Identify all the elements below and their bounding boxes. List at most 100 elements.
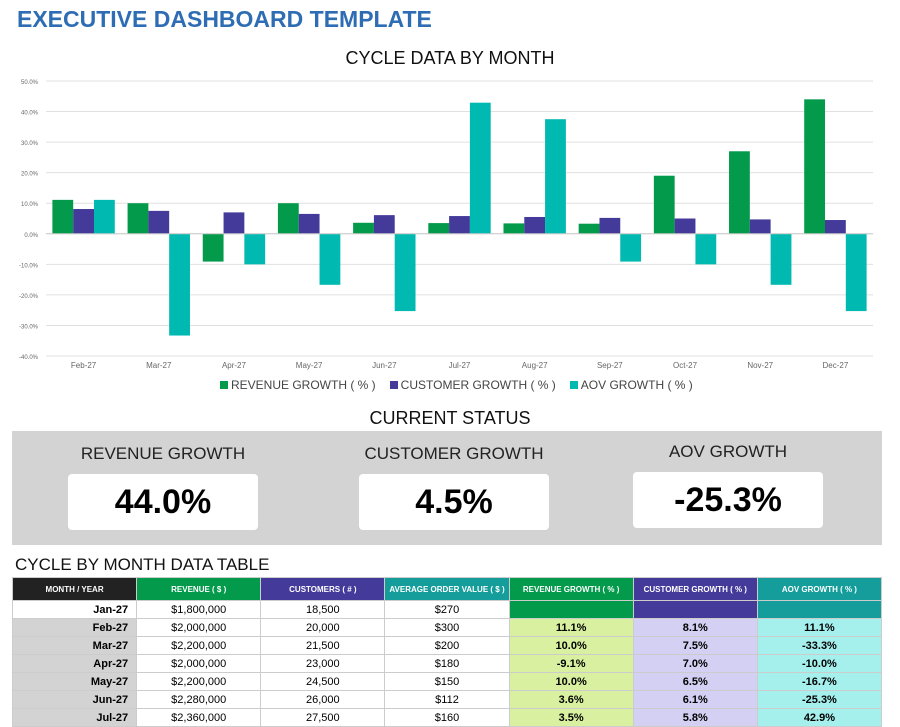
table-cell: 11.1%: [756, 618, 883, 637]
x-tick-label: Apr-27: [222, 361, 247, 370]
y-tick-label: 0.0%: [24, 233, 38, 239]
bar: [127, 203, 149, 234]
bar: [449, 216, 470, 234]
table-cell: Jul-27: [11, 708, 138, 727]
y-tick-label: 40.0%: [21, 111, 39, 117]
y-tick-label: -10.0%: [19, 263, 39, 269]
table-row: Jun-27 $2,280,000 26,000 $112 3.6% 6.1% -25.3%: [11, 690, 883, 709]
column-header: AVERAGE ORDER VALUE ( $ ): [384, 577, 510, 601]
bar: [503, 223, 525, 234]
table-cell: 5.8%: [632, 708, 758, 727]
bar: [298, 213, 320, 234]
table-cell: -33.3%: [756, 636, 883, 655]
bar-chart: -40.0% -30.0% -20.0% -10.0% 0.0% 10.0% 20.0% 30…: [19, 80, 873, 370]
bar: [695, 233, 717, 265]
y-tick-label: -40.0%: [19, 355, 39, 361]
bar: [845, 233, 867, 312]
bar: [749, 219, 771, 234]
bar: [353, 222, 374, 234]
table-cell: Apr-27: [11, 654, 138, 673]
bar: [578, 223, 600, 234]
table-cell: 6.1%: [632, 690, 758, 709]
bar: [825, 220, 846, 234]
status-card-aov: AOV GROWTH -25.3%: [633, 442, 823, 528]
bar: [373, 215, 395, 234]
x-tick-label: May-27: [296, 361, 323, 370]
y-tick-label: 10.0%: [21, 202, 39, 208]
bar: [653, 175, 675, 234]
table-cell: $112: [384, 690, 510, 709]
column-header: REVENUE GROWTH ( % ): [508, 577, 634, 601]
x-tick-label: Aug-27: [522, 361, 548, 370]
table-cell: $150: [384, 672, 510, 691]
table-cell: May-27: [11, 672, 138, 691]
column-header: AOV GROWTH ( % ): [756, 577, 883, 601]
table-cell: Mar-27: [11, 636, 138, 655]
table-cell: 26,000: [260, 690, 386, 709]
bar: [469, 102, 491, 234]
x-tick-label: Mar-27: [146, 361, 172, 370]
bar: [73, 209, 94, 234]
table-cell: -16.7%: [756, 672, 883, 691]
table-cell: 24,500: [260, 672, 386, 691]
table-cell: $200: [384, 636, 510, 655]
bar: [244, 233, 266, 265]
bar: [169, 233, 190, 336]
table-cell: $2,000,000: [136, 654, 262, 673]
bar: [277, 203, 299, 234]
table-cell: -9.1%: [508, 654, 634, 673]
table-cell: 3.5%: [508, 708, 634, 727]
table-cell: $270: [384, 600, 510, 619]
table-cell: 21,500: [260, 636, 386, 655]
status-title: CURRENT STATUS: [369, 408, 531, 428]
bar: [52, 199, 74, 234]
table-cell: Jun-27: [11, 690, 138, 709]
y-tick-label: 50.0%: [21, 80, 39, 86]
status-panel: REVENUE GROWTH 44.0% CUSTOMER GROWTH 4.5% …: [12, 431, 882, 545]
chart-legend: REVENUE GROWTH ( % ) CUSTOMER GROWTH ( %…: [220, 378, 693, 392]
chart-title: CYCLE DATA BY MONTH: [345, 48, 555, 68]
column-header: REVENUE ( $ ): [136, 577, 262, 601]
table-cell: 18,500: [260, 600, 386, 619]
x-tick-label: Feb-27: [71, 361, 97, 370]
table-row: Apr-27 $2,000,000 23,000 $180 -9.1% 7.0% -10.0…: [11, 654, 883, 673]
table-title: CYCLE BY MONTH DATA TABLE: [15, 555, 270, 574]
table-cell: $2,000,000: [136, 618, 262, 637]
bar: [148, 210, 170, 234]
table-cell: 7.5%: [632, 636, 758, 655]
bar: [620, 233, 642, 262]
status-card-customer: CUSTOMER GROWTH 4.5%: [359, 444, 549, 530]
bar: [93, 199, 115, 234]
table-cell: 42.9%: [756, 708, 883, 727]
column-header: CUSTOMER GROWTH ( % ): [632, 577, 758, 601]
bar: [394, 233, 416, 312]
x-tick-label: Dec-27: [823, 361, 849, 370]
bar: [770, 233, 792, 285]
table-cell: 8.1%: [632, 618, 758, 637]
bar: [545, 119, 566, 234]
bar: [202, 233, 224, 262]
legend-customer: CUSTOMER GROWTH ( % ): [389, 378, 556, 392]
table-cell: 11.1%: [508, 618, 634, 637]
x-tick-label: Jun-27: [372, 361, 397, 370]
x-tick-label: Jul-27: [449, 361, 471, 370]
table-cell: $2,200,000: [136, 636, 262, 655]
table-cell: $1,800,000: [136, 600, 262, 619]
y-tick-label: -20.0%: [19, 294, 39, 300]
table-cell: $180: [384, 654, 510, 673]
bar: [729, 151, 750, 234]
table-cell: $2,200,000: [136, 672, 262, 691]
table-cell: $160: [384, 708, 510, 727]
status-card-revenue: REVENUE GROWTH 44.0%: [68, 444, 258, 530]
y-tick-label: 30.0%: [21, 141, 39, 147]
table-cell: 23,000: [260, 654, 386, 673]
table-cell: 6.5%: [632, 672, 758, 691]
table-cell: 27,500: [260, 708, 386, 727]
legend-revenue: REVENUE GROWTH ( % ): [220, 378, 376, 392]
bar: [804, 99, 826, 234]
table-cell: Jan-27: [11, 600, 138, 619]
bar: [428, 223, 450, 234]
x-tick-label: Nov-27: [747, 361, 773, 370]
table-cell: -10.0%: [756, 654, 883, 673]
bar: [599, 217, 621, 234]
